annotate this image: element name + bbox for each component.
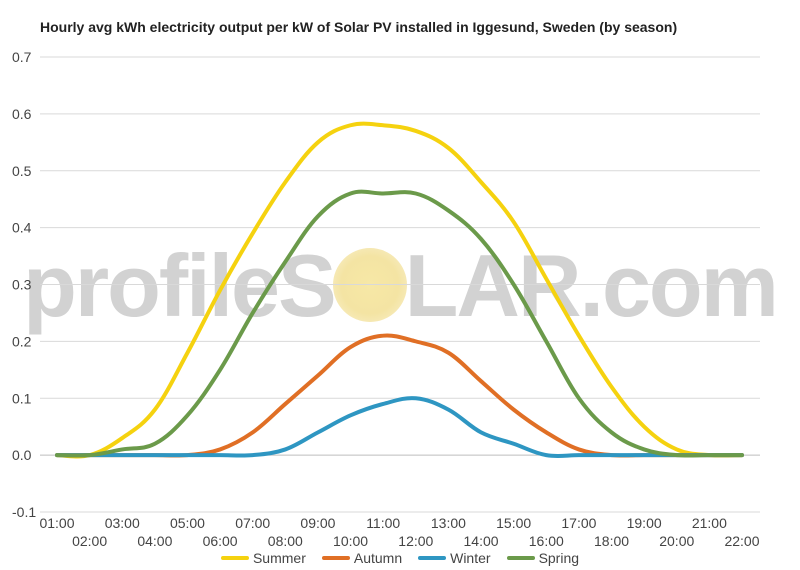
- legend-label: Winter: [450, 550, 491, 566]
- legend-item-winter[interactable]: Winter: [418, 550, 491, 566]
- x-tick-label: 07:00: [235, 515, 270, 531]
- y-tick-label: -0.1: [12, 504, 36, 520]
- x-tick-label: 01:00: [39, 515, 74, 531]
- legend-item-autumn[interactable]: Autumn: [321, 550, 403, 566]
- x-tick-label: 16:00: [529, 533, 564, 549]
- chart-title: Hourly avg kWh electricity output per kW…: [40, 19, 678, 35]
- series-line-spring: [55, 189, 744, 458]
- legend-swatch: [506, 556, 535, 560]
- x-tick-label: 13:00: [431, 515, 466, 531]
- y-tick-label: 0.0: [12, 447, 32, 463]
- x-tick-label: 12:00: [398, 533, 433, 549]
- x-tick-label: 03:00: [105, 515, 140, 531]
- legend-label: Summer: [252, 550, 306, 566]
- legend-swatch: [321, 556, 350, 560]
- legend-label: Spring: [538, 550, 580, 566]
- y-tick-label: 0.7: [12, 49, 32, 65]
- x-tick-label: 19:00: [627, 515, 662, 531]
- x-tick-label: 11:00: [366, 515, 400, 531]
- x-tick-label: 08:00: [268, 533, 303, 549]
- y-tick-label: 0.3: [12, 277, 32, 293]
- x-tick-label: 10:00: [333, 533, 368, 549]
- legend: Summer Autumn Winter Spring: [0, 550, 800, 566]
- x-tick-label: 17:00: [561, 515, 596, 531]
- watermark-right: LAR.com: [404, 236, 779, 335]
- x-tick-label: 22:00: [724, 533, 759, 549]
- x-tick-label: 20:00: [659, 533, 694, 549]
- y-tick-label: 0.4: [12, 220, 32, 236]
- legend-swatch: [418, 556, 447, 560]
- series-line-winter: [55, 396, 744, 459]
- watermark-left: profileS: [23, 236, 337, 335]
- x-tick-label: 06:00: [203, 533, 238, 549]
- y-tick-label: 0.6: [12, 106, 32, 122]
- y-tick-label: 0.2: [12, 333, 32, 349]
- x-tick-label: 18:00: [594, 533, 629, 549]
- legend-item-spring[interactable]: Spring: [506, 550, 580, 566]
- y-tick-label: 0.1: [12, 390, 32, 406]
- legend-item-summer[interactable]: Summer: [220, 550, 306, 566]
- legend-label: Autumn: [353, 550, 403, 566]
- y-tick-label: 0.5: [12, 163, 32, 179]
- series-line-summer: [55, 121, 744, 459]
- x-tick-label: 21:00: [692, 515, 727, 531]
- series-line-autumn: [55, 333, 744, 458]
- x-tick-label: 02:00: [72, 533, 107, 549]
- x-tick-label: 04:00: [137, 533, 172, 549]
- x-tick-label: 09:00: [300, 515, 335, 531]
- x-tick-label: 15:00: [496, 515, 531, 531]
- x-tick-label: 05:00: [170, 515, 205, 531]
- legend-swatch: [220, 556, 249, 560]
- x-tick-label: 14:00: [464, 533, 499, 549]
